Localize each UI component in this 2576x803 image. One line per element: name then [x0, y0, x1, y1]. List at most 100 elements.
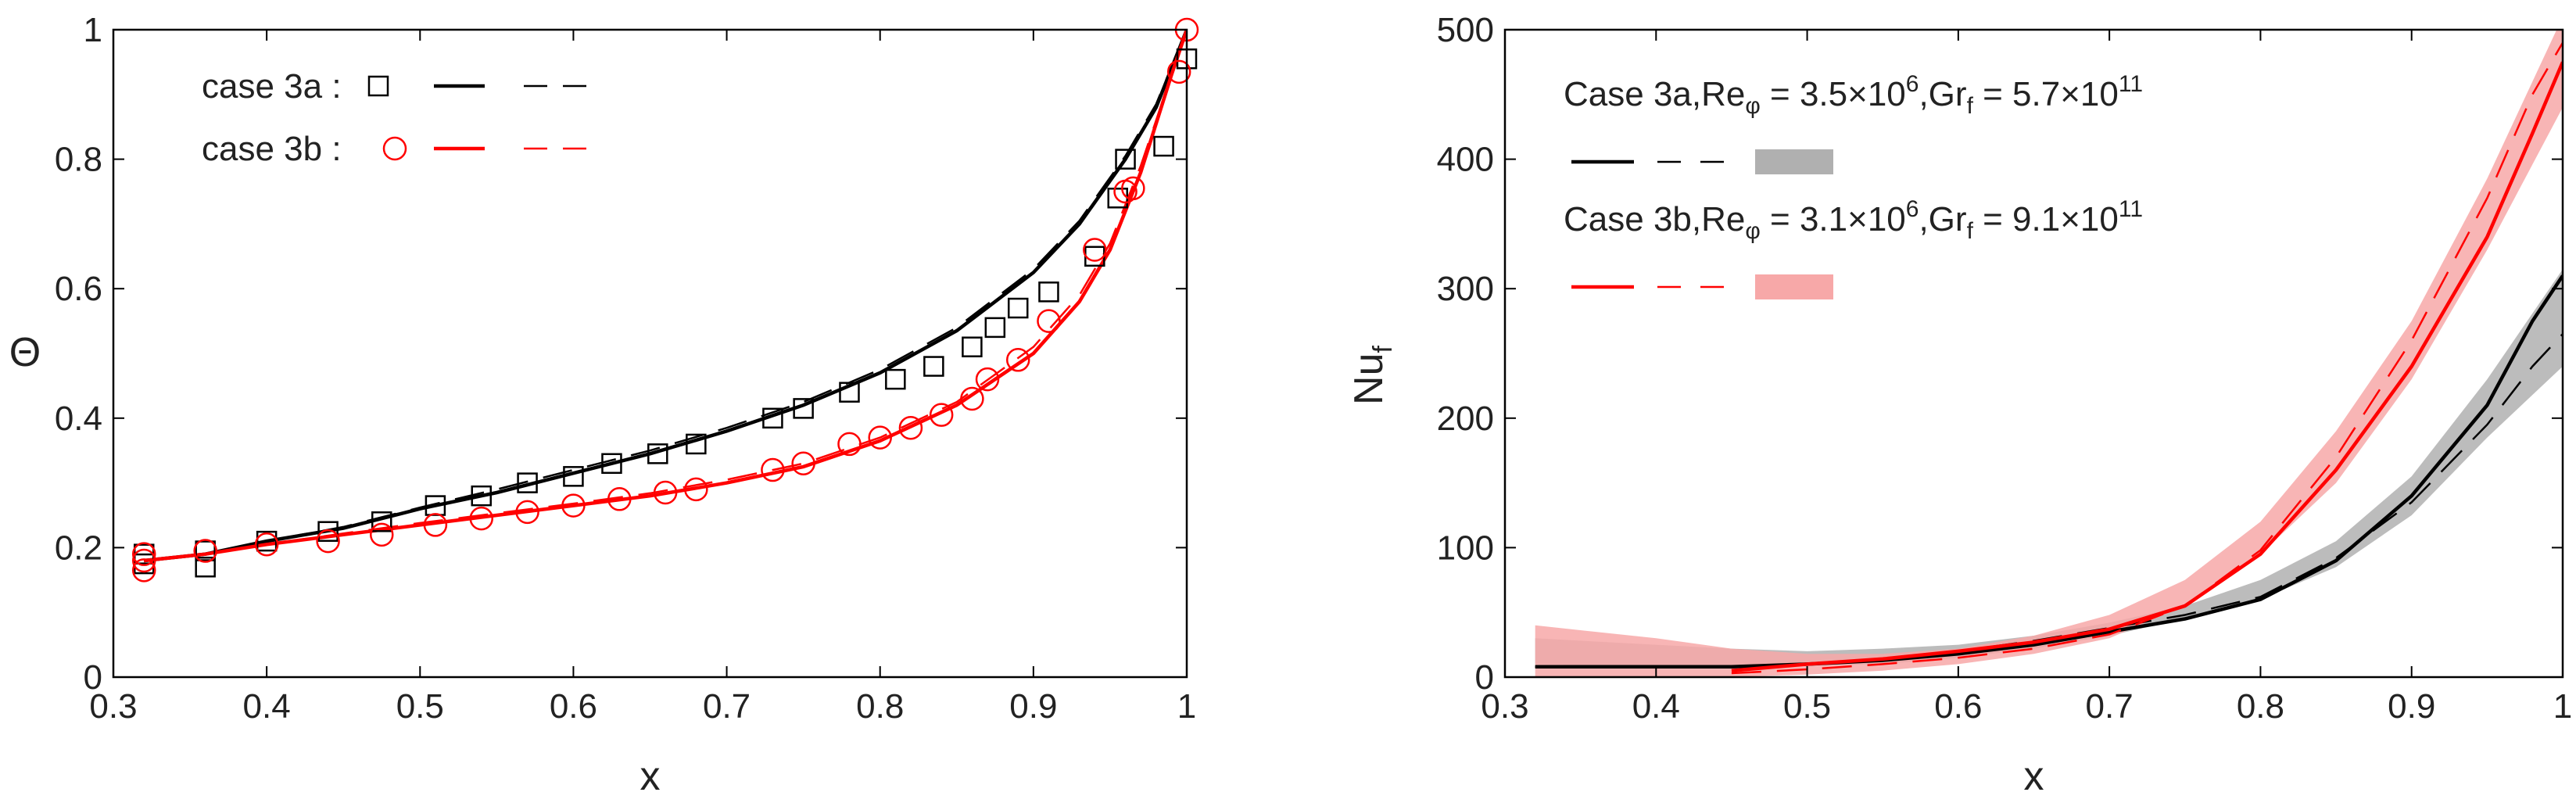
theta-chart: 0.3 0.4 0.5 0.6 0.7 0.8 0.9 1 0 0.2 0.4 0.6 0.8 1 x Θca…	[9, 11, 1199, 799]
y-tick-label: 500	[1437, 11, 1494, 49]
legend-mid-3: = 5.7×10	[1973, 75, 2119, 113]
legend-label: Case 3a,Reφ = 3.5×106,Grf = 5.7×1011	[1564, 71, 2143, 119]
legend-mid-1: = 3.5×10	[1761, 75, 1906, 113]
marker-square	[517, 472, 538, 493]
y-tick-label: 400	[1437, 141, 1494, 179]
series-line-3-dashed	[144, 30, 1187, 562]
x-tick-label: 0.3	[1481, 687, 1528, 726]
marker-circle	[131, 542, 156, 566]
marker-square	[923, 356, 944, 377]
y-tick-label: 200	[1437, 400, 1494, 438]
axes-box	[112, 28, 1188, 679]
y-axis-label-sub: f	[1368, 345, 1398, 353]
marker-square	[793, 398, 814, 419]
x-axis-label: x	[2024, 754, 2044, 799]
legend-band-swatch	[1755, 149, 1833, 174]
marker-square	[195, 556, 216, 578]
marker-circle	[469, 506, 493, 531]
marker-square	[256, 530, 278, 552]
band-case-3a	[1535, 269, 2563, 667]
y-tick-label: 0.8	[55, 141, 102, 179]
legend-label: case 3a :	[202, 67, 342, 106]
x-tick-label: 0.7	[2086, 687, 2134, 726]
legend-band-swatch	[1755, 274, 1833, 299]
marker-circle	[561, 493, 586, 518]
series-line-2-solid	[143, 30, 1187, 563]
marker-circle	[515, 500, 539, 525]
marker-square	[1038, 281, 1059, 303]
marker-circle	[423, 513, 448, 537]
series-line-2-solid	[1731, 61, 2563, 672]
legend-label: case 3b :	[202, 130, 342, 168]
marker-circle	[316, 529, 340, 554]
marker-square	[1007, 297, 1029, 319]
y-tick-label: 0.2	[55, 529, 102, 567]
marker-circle	[1166, 59, 1191, 84]
marker-circle	[960, 386, 984, 411]
x-tick-label: 0.9	[1009, 687, 1057, 726]
legend-mid-3: = 9.1×10	[1973, 200, 2119, 238]
marker-square	[195, 540, 216, 561]
marker-square	[471, 485, 492, 507]
x-tick-label: 1	[1177, 687, 1196, 726]
marker-circle	[607, 487, 632, 511]
legend-label-main: Case 3b,Re	[1564, 200, 1745, 238]
marker-circle	[131, 548, 156, 573]
marker-square	[371, 511, 392, 532]
marker-square	[647, 443, 668, 464]
y-tick-label: 0.6	[55, 270, 102, 308]
legend-marker-circle	[382, 136, 407, 161]
y-tick-label: 300	[1437, 270, 1494, 308]
marker-circle	[653, 480, 678, 505]
y-tick-label: 100	[1437, 529, 1494, 567]
x-tick-label: 1	[2553, 687, 2572, 726]
marker-circle	[929, 403, 954, 427]
series-line-3-dashed	[1731, 41, 2563, 675]
legend-sup-re: 6	[1906, 196, 1919, 222]
marker-circle	[370, 522, 394, 547]
x-tick-label: 0.4	[243, 687, 291, 726]
marker-circle	[761, 457, 785, 482]
marker-circle	[684, 477, 708, 502]
y-axis-label-main: Nu	[1346, 353, 1392, 404]
marker-square	[563, 466, 584, 487]
x-tick-label: 0.8	[856, 687, 904, 726]
marker-square	[601, 453, 622, 475]
x-tick-label: 0.9	[2388, 687, 2435, 726]
marker-square	[1153, 135, 1174, 157]
x-tick-label: 0.4	[1632, 687, 1680, 726]
legend-marker-square	[367, 75, 389, 97]
marker-square	[839, 382, 860, 403]
marker-square	[317, 521, 339, 542]
y-tick-label: 0	[1475, 658, 1494, 697]
legend-sup-re: 6	[1906, 71, 1919, 97]
y-tick-label: 1	[84, 11, 102, 49]
legend-sub-re: φ	[1745, 93, 1760, 119]
x-tick-label: 0.3	[89, 687, 137, 726]
legend-sub-gr: f	[1967, 218, 1974, 244]
legend-mid-1: = 3.1×10	[1761, 200, 1906, 238]
marker-square	[1115, 149, 1136, 170]
x-tick-label: 0.5	[1783, 687, 1831, 726]
marker-square	[686, 433, 707, 455]
axes-box	[1503, 28, 2564, 679]
marker-circle	[868, 425, 892, 450]
marker-circle	[131, 558, 156, 583]
y-tick-label: 0	[84, 658, 102, 697]
marker-circle	[1121, 176, 1145, 201]
series-line-1-dashed	[144, 30, 1187, 562]
marker-square	[984, 317, 1006, 339]
marker-circle	[975, 367, 1000, 392]
nusselt-chart: 0.3 0.4 0.5 0.6 0.7 0.8 0.9 1 0 100 200 300 400 500 x N…	[1346, 11, 2572, 799]
legend-label: Case 3b,Reφ = 3.1×106,Grf = 9.1×1011	[1564, 196, 2143, 244]
legend-sub-re: φ	[1745, 218, 1760, 244]
marker-circle	[1005, 348, 1030, 372]
legend-label-main: Case 3a,Re	[1564, 75, 1745, 113]
x-tick-label: 0.8	[2237, 687, 2284, 726]
legend-sup-gr: 11	[2119, 196, 2143, 222]
marker-circle	[254, 532, 279, 557]
band-case-3b	[1535, 30, 2563, 677]
legend-mid-2: ,Gr	[1919, 200, 1966, 238]
marker-circle	[898, 415, 923, 440]
